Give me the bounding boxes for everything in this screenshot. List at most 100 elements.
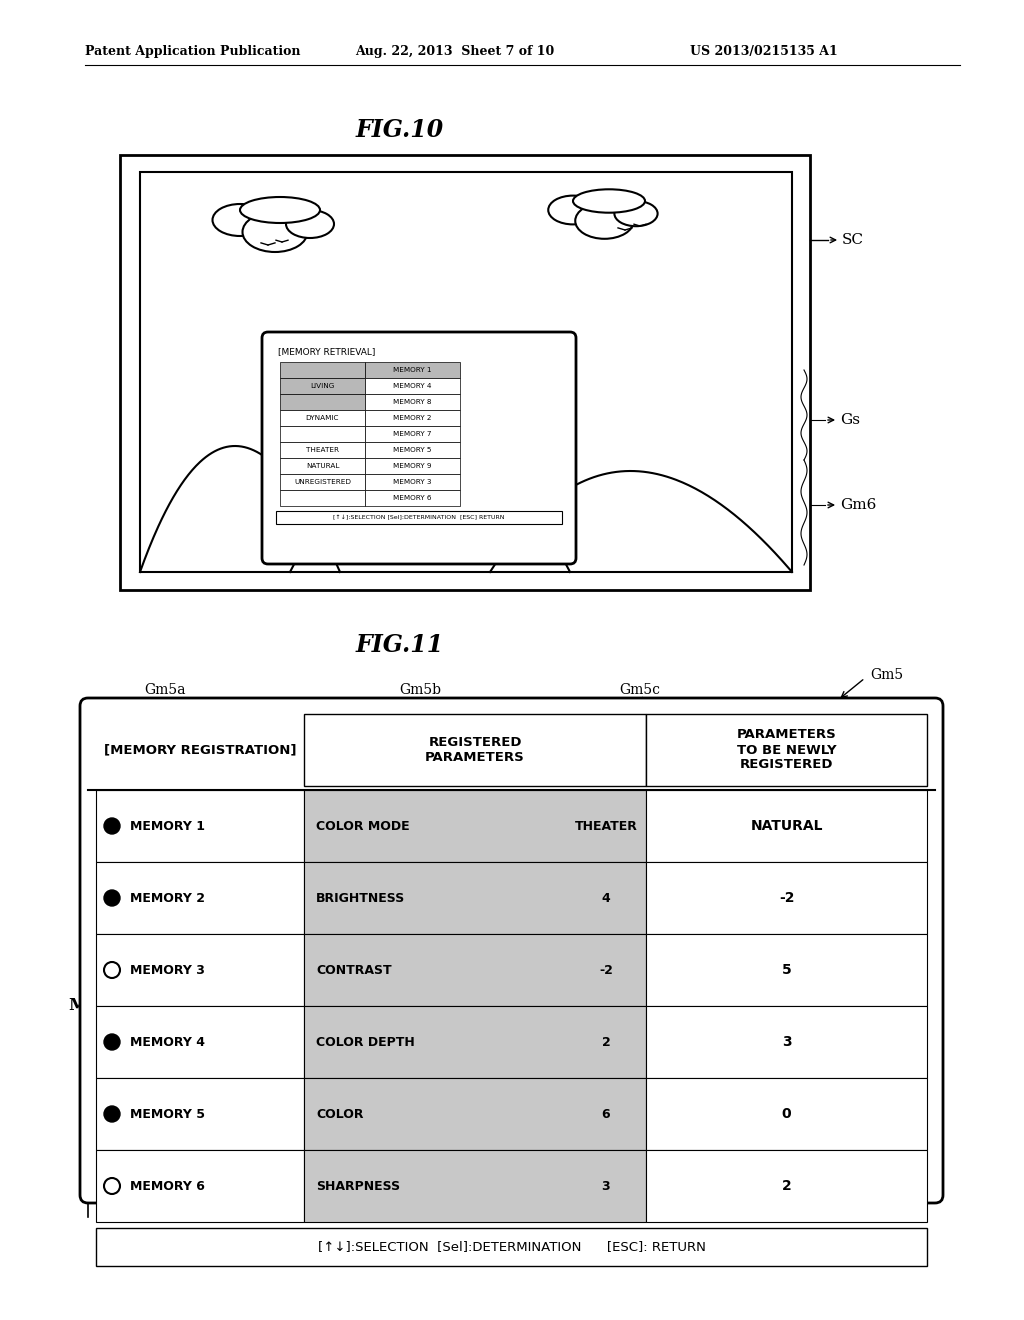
Text: M: M xyxy=(68,998,86,1015)
Bar xyxy=(365,393,460,411)
Bar xyxy=(365,362,460,378)
Text: LIVING: LIVING xyxy=(310,383,335,389)
Text: MEMORY 8: MEMORY 8 xyxy=(393,399,432,405)
Text: Gm5a: Gm5a xyxy=(144,682,185,697)
Bar xyxy=(96,789,304,862)
Bar xyxy=(96,862,304,935)
Text: [MEMORY REGISTRATION]: [MEMORY REGISTRATION] xyxy=(103,743,296,756)
Text: 2: 2 xyxy=(602,1035,610,1048)
Bar xyxy=(280,378,365,393)
Circle shape xyxy=(104,1106,120,1122)
Text: 3: 3 xyxy=(781,1035,792,1049)
Ellipse shape xyxy=(573,189,645,213)
Text: [MEMORY RETRIEVAL]: [MEMORY RETRIEVAL] xyxy=(278,347,376,356)
Text: 2: 2 xyxy=(781,1179,792,1193)
Text: 0: 0 xyxy=(781,1107,792,1121)
Text: MEMORY 2: MEMORY 2 xyxy=(130,891,205,904)
Bar xyxy=(140,172,792,572)
Bar xyxy=(280,458,365,474)
Text: SC: SC xyxy=(842,234,864,247)
FancyBboxPatch shape xyxy=(80,698,943,1203)
Text: COLOR MODE: COLOR MODE xyxy=(316,820,410,833)
Bar xyxy=(304,1006,646,1078)
Text: FIG.10: FIG.10 xyxy=(356,117,444,143)
Ellipse shape xyxy=(548,195,598,224)
Bar xyxy=(304,862,646,935)
Text: 6: 6 xyxy=(602,1107,610,1121)
Circle shape xyxy=(104,1034,120,1049)
Text: MEMORY 4: MEMORY 4 xyxy=(393,383,432,389)
Text: Patent Application Publication: Patent Application Publication xyxy=(85,45,300,58)
Bar xyxy=(280,411,365,426)
Text: US 2013/0215135 A1: US 2013/0215135 A1 xyxy=(690,45,838,58)
Bar xyxy=(96,1078,304,1150)
Text: SHARPNESS: SHARPNESS xyxy=(316,1180,400,1192)
Bar xyxy=(280,393,365,411)
Text: Gm5b: Gm5b xyxy=(399,682,441,697)
Bar xyxy=(365,490,460,506)
Bar xyxy=(646,1078,927,1150)
Bar xyxy=(96,1228,927,1266)
Bar xyxy=(304,714,646,785)
Circle shape xyxy=(104,818,120,834)
Text: Gs: Gs xyxy=(840,413,860,426)
Text: 3: 3 xyxy=(602,1180,610,1192)
Text: COLOR DEPTH: COLOR DEPTH xyxy=(316,1035,415,1048)
Text: Aug. 22, 2013  Sheet 7 of 10: Aug. 22, 2013 Sheet 7 of 10 xyxy=(355,45,554,58)
Bar xyxy=(96,1006,304,1078)
Bar xyxy=(280,474,365,490)
Text: [↑↓]:SELECTION  [Sel]:DETERMINATION      [ESC]: RETURN: [↑↓]:SELECTION [Sel]:DETERMINATION [ESC]… xyxy=(317,1241,706,1254)
Text: COLOR: COLOR xyxy=(316,1107,364,1121)
Text: MEMORY 6: MEMORY 6 xyxy=(130,1180,205,1192)
Text: FIG.11: FIG.11 xyxy=(356,634,444,657)
Bar xyxy=(646,935,927,1006)
Text: -2: -2 xyxy=(778,891,795,906)
Bar xyxy=(280,490,365,506)
Bar xyxy=(280,442,365,458)
Text: BRIGHTNESS: BRIGHTNESS xyxy=(316,891,406,904)
Text: MEMORY 5: MEMORY 5 xyxy=(393,447,432,453)
Text: Gm5: Gm5 xyxy=(870,668,903,682)
Bar xyxy=(646,714,927,785)
Text: NATURAL: NATURAL xyxy=(751,818,822,833)
Ellipse shape xyxy=(243,213,307,252)
Bar xyxy=(365,458,460,474)
Ellipse shape xyxy=(240,197,319,223)
Text: MEMORY 1: MEMORY 1 xyxy=(393,367,432,374)
Text: MEMORY 4: MEMORY 4 xyxy=(130,1035,205,1048)
Text: MEMORY 3: MEMORY 3 xyxy=(130,964,205,977)
Text: MEMORY 3: MEMORY 3 xyxy=(393,479,432,484)
Bar xyxy=(365,411,460,426)
Circle shape xyxy=(104,890,120,906)
Text: REGISTERED
PARAMETERS: REGISTERED PARAMETERS xyxy=(425,737,525,764)
Ellipse shape xyxy=(614,201,657,226)
Bar xyxy=(646,1150,927,1222)
Bar xyxy=(280,362,365,378)
Ellipse shape xyxy=(286,210,334,238)
Text: MEMORY 5: MEMORY 5 xyxy=(130,1107,205,1121)
Bar xyxy=(96,1150,304,1222)
Text: Gm5c: Gm5c xyxy=(620,682,660,697)
Ellipse shape xyxy=(213,205,267,236)
Text: PARAMETERS
TO BE NEWLY
REGISTERED: PARAMETERS TO BE NEWLY REGISTERED xyxy=(736,729,837,771)
Text: CONTRAST: CONTRAST xyxy=(316,964,391,977)
Text: MEMORY 1: MEMORY 1 xyxy=(130,820,205,833)
Text: MEMORY 7: MEMORY 7 xyxy=(393,432,432,437)
Bar xyxy=(276,511,562,524)
Text: MEMORY 9: MEMORY 9 xyxy=(393,463,432,469)
Bar xyxy=(120,154,810,590)
Bar xyxy=(646,862,927,935)
Text: THEATER: THEATER xyxy=(306,447,339,453)
Ellipse shape xyxy=(575,203,634,239)
Bar xyxy=(304,789,646,862)
Bar xyxy=(365,442,460,458)
Text: Gm6: Gm6 xyxy=(840,498,877,512)
Bar xyxy=(365,426,460,442)
Text: DYNAMIC: DYNAMIC xyxy=(306,414,339,421)
FancyBboxPatch shape xyxy=(262,333,575,564)
Bar xyxy=(96,935,304,1006)
Bar xyxy=(304,1078,646,1150)
Bar xyxy=(365,378,460,393)
Bar xyxy=(365,474,460,490)
Text: MEMORY 6: MEMORY 6 xyxy=(393,495,432,502)
